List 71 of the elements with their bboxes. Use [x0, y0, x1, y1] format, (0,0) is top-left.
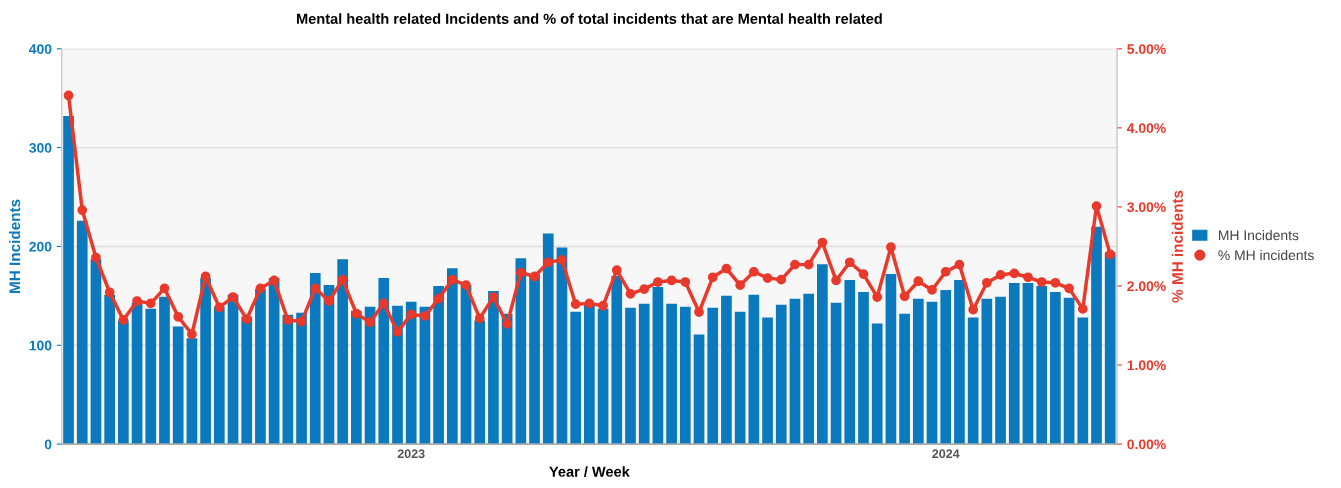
bar — [282, 314, 294, 445]
y2-tick-label: 2.00% — [1127, 281, 1166, 292]
bar — [63, 116, 74, 445]
bar — [995, 296, 1006, 445]
bar — [172, 326, 184, 445]
bar — [954, 280, 965, 445]
bar — [693, 334, 705, 445]
bar — [515, 258, 527, 445]
y2-tick-label: 4.00% — [1126, 123, 1166, 134]
y-tick-label: 300 — [29, 142, 52, 153]
bar — [1091, 226, 1102, 445]
bar — [351, 310, 362, 445]
bar — [405, 301, 417, 445]
bar — [858, 291, 869, 445]
y2-tick-label: 0.00% — [1127, 439, 1166, 450]
bar — [556, 247, 568, 445]
bar — [912, 298, 924, 445]
bar — [1008, 283, 1020, 445]
bar — [734, 311, 746, 445]
bar — [803, 293, 815, 445]
bar — [899, 313, 910, 445]
bar — [707, 307, 719, 445]
bar — [885, 274, 897, 445]
y2-axis-title: % MH incidents — [1171, 190, 1183, 303]
y2-tick-label: 1.00% — [1127, 360, 1166, 371]
bar — [419, 306, 431, 445]
bar — [446, 268, 458, 445]
bar — [775, 304, 787, 445]
x-axis-title: Year / Week — [549, 466, 630, 478]
bar — [1063, 297, 1075, 445]
bar — [844, 280, 856, 445]
bar — [666, 303, 677, 445]
bar — [830, 302, 842, 445]
bar — [364, 306, 376, 445]
bar — [926, 301, 938, 445]
y-tick-label: 200 — [29, 241, 52, 252]
y-axis-title: MH Incidents — [9, 199, 21, 293]
bar — [981, 298, 993, 445]
x-tick-label: 2023 — [397, 449, 425, 459]
y2-tick-label: 5.00% — [1127, 44, 1166, 54]
bar — [323, 284, 335, 445]
bar — [638, 303, 650, 445]
bar — [721, 295, 732, 445]
x-tick-label: 2024 — [932, 449, 960, 459]
bar — [433, 285, 444, 445]
bar — [789, 298, 801, 445]
y2-tick-label: 3.00% — [1127, 202, 1166, 213]
bar — [392, 305, 403, 445]
bar — [625, 307, 636, 445]
bar — [871, 323, 883, 445]
legend-label: % MH incidents — [1218, 249, 1314, 261]
bar — [542, 233, 554, 445]
bar — [488, 290, 499, 445]
y-tick-label: 0 — [44, 439, 52, 450]
bar — [940, 289, 952, 445]
bar — [296, 312, 307, 445]
y-tick-label: 100 — [29, 340, 52, 351]
bar — [762, 317, 773, 445]
y-tick-label: 400 — [29, 44, 52, 54]
bar — [337, 259, 349, 445]
bar — [679, 306, 691, 445]
legend-label: MH Incidents — [1219, 230, 1299, 241]
bar — [817, 264, 828, 445]
bar — [241, 316, 253, 445]
bar — [748, 294, 760, 445]
bar — [1050, 291, 1061, 445]
bar — [309, 273, 321, 445]
bar — [76, 220, 88, 445]
bar — [1077, 317, 1089, 445]
chart-title: Mental health related Incidents and % of total incidents that are Mental health related — [297, 13, 882, 24]
bar — [378, 278, 390, 445]
